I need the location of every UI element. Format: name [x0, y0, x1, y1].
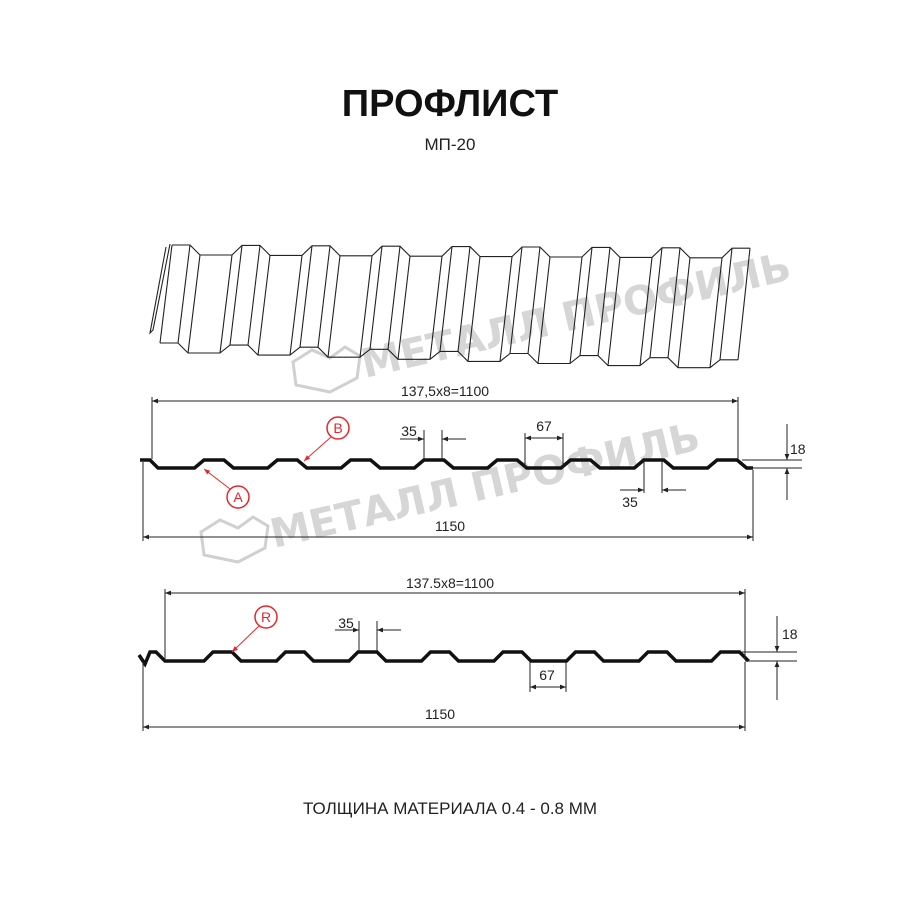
sheet-fold-line	[187, 254, 201, 354]
sheet-3d-view	[149, 243, 751, 369]
sheet-fold-line	[569, 256, 583, 364]
dimension-label: 67	[539, 667, 555, 683]
sheet-fold-line	[177, 244, 191, 344]
sheet-fold-line	[387, 246, 401, 350]
sheet-fold-line	[359, 255, 373, 358]
dimension-label: 35	[338, 615, 354, 631]
dimension-label: 35	[401, 423, 417, 439]
sheet-fold-line	[499, 256, 513, 362]
watermark-text: МЕТАЛЛ ПРОФИЛЬ	[266, 414, 704, 558]
dimension-label: 1150	[435, 518, 465, 534]
sheet-fold-line	[229, 245, 243, 346]
sheet-fold-line	[327, 255, 341, 358]
sheet-fold-line	[247, 245, 261, 346]
profile-section-1: 137,5x8=1100 1150 35 67 35 18 B A	[140, 383, 806, 541]
sheet-fold-line	[649, 247, 663, 358]
sheet-fold-line	[369, 246, 383, 350]
sheet-fold-line	[719, 248, 733, 360]
page-title: ПРОФЛИСТ	[342, 83, 558, 125]
sheet-fold-line	[257, 255, 271, 356]
sheet-fold-line	[737, 248, 751, 360]
sheet-edge	[160, 342, 738, 369]
dimension-label: 137,5x8=1100	[401, 383, 489, 399]
marker-r	[254, 605, 278, 629]
sheet-fold-line	[667, 247, 681, 358]
sheet-fold-line	[429, 256, 443, 360]
marker-r-label: R	[261, 609, 271, 625]
sheet-fold-line	[467, 256, 481, 362]
dimension-label: 137.5x8=1100	[406, 575, 494, 591]
profile-line	[137, 650, 750, 668]
sheet-fold-line	[299, 245, 313, 348]
sheet-edge	[149, 243, 171, 335]
marker-b	[326, 416, 350, 440]
page-subtitle: МП-20	[425, 135, 476, 154]
sheet-fold-line	[597, 247, 611, 356]
sheet-fold-line	[439, 246, 453, 352]
sheet-fold-line	[677, 257, 691, 368]
watermark-logo-icon	[199, 515, 270, 564]
sheet-fold-line	[289, 255, 303, 356]
marker-a-label: A	[233, 489, 243, 505]
sheet-fold-line	[509, 246, 523, 354]
dimension-label: 67	[536, 418, 552, 434]
sheet-fold-line	[607, 257, 621, 366]
dimension-label: 18	[790, 441, 806, 457]
marker-a	[226, 485, 250, 509]
profile-line	[140, 458, 753, 470]
profile-section-2: 137.5x8=1100 1150 35 67 18 R	[137, 575, 798, 731]
sheet-fold-line	[457, 246, 471, 352]
watermark-2: МЕТАЛЛ ПРОФИЛЬ	[199, 414, 704, 564]
sheet-fold-line	[527, 246, 541, 354]
watermark-1: МЕТАЛЛ ПРОФИЛЬ	[291, 244, 795, 394]
dimension-label: 35	[622, 494, 638, 510]
sheet-fold-line	[397, 256, 411, 360]
sheet-edge	[172, 244, 750, 259]
watermark-logo-icon	[291, 345, 362, 394]
sheet-fold-line	[579, 247, 593, 356]
material-thickness: ТОЛЩИНА МАТЕРИАЛА 0.4 - 0.8 ММ	[303, 799, 597, 818]
sheet-fold-line	[639, 257, 653, 366]
sheet-fold-line	[159, 244, 173, 344]
sheet-fold-line	[219, 254, 233, 354]
dimension-label: 18	[782, 626, 798, 642]
dimension-label: 1150	[425, 706, 455, 722]
sheet-fold-line	[537, 256, 551, 364]
sheet-fold-line	[709, 257, 723, 368]
sheet-fold-line	[317, 245, 331, 348]
marker-b-label: B	[333, 420, 342, 436]
